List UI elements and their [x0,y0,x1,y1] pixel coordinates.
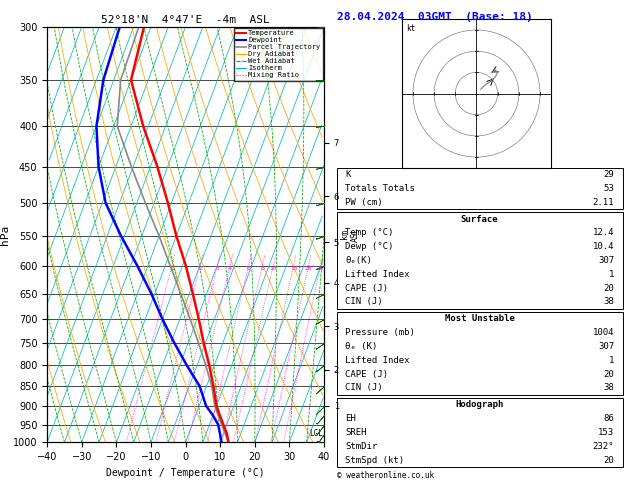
Text: 29: 29 [603,170,614,179]
Title: 52°18'N  4°47'E  -4m  ASL: 52°18'N 4°47'E -4m ASL [101,15,270,25]
Text: 1: 1 [170,266,174,271]
X-axis label: Dewpoint / Temperature (°C): Dewpoint / Temperature (°C) [106,468,265,478]
Bar [337,168,623,209]
Text: 6: 6 [247,266,250,271]
Text: 3: 3 [215,266,219,271]
Legend: Temperature, Dewpoint, Parcel Trajectory, Dry Adiabat, Wet Adiabat, Isotherm, Mi: Temperature, Dewpoint, Parcel Trajectory… [233,28,323,81]
Text: 10: 10 [269,266,277,271]
Bar [337,398,623,467]
Text: CAPE (J): CAPE (J) [345,284,388,293]
Text: © weatheronline.co.uk: © weatheronline.co.uk [337,471,433,480]
Bar [337,212,623,309]
Text: kt: kt [406,24,416,33]
Text: 2: 2 [198,266,202,271]
Text: Most Unstable: Most Unstable [445,314,515,323]
Text: 25: 25 [316,266,324,271]
Text: 2.11: 2.11 [593,198,614,207]
Text: Temp (°C): Temp (°C) [345,228,394,238]
Text: 20: 20 [603,284,614,293]
Text: 86: 86 [603,414,614,423]
Text: Surface: Surface [461,215,498,224]
Text: 20: 20 [603,455,614,465]
Text: EH: EH [345,414,356,423]
Bar [337,312,623,395]
Text: Dewp (°C): Dewp (°C) [345,242,394,251]
Text: 307: 307 [598,342,614,351]
Text: K: K [345,170,350,179]
Text: CIN (J): CIN (J) [345,383,382,393]
Text: 1: 1 [609,270,614,279]
Text: Lifted Index: Lifted Index [345,356,409,365]
Text: 38: 38 [603,383,614,393]
Text: CAPE (J): CAPE (J) [345,370,388,379]
Text: Lifted Index: Lifted Index [345,270,409,279]
Text: Totals Totals: Totals Totals [345,184,415,193]
Text: StmDir: StmDir [345,442,377,451]
Text: 307: 307 [598,256,614,265]
Text: 20: 20 [304,266,312,271]
Text: 153: 153 [598,428,614,437]
Text: LCL: LCL [309,429,323,438]
Text: 1004: 1004 [593,328,614,337]
Text: 1: 1 [609,356,614,365]
Text: StmSpd (kt): StmSpd (kt) [345,455,404,465]
Text: 15: 15 [290,266,298,271]
Text: Hodograph: Hodograph [455,400,504,409]
Text: SREH: SREH [345,428,367,437]
Text: 8: 8 [260,266,264,271]
Text: 4: 4 [228,266,232,271]
Text: θₑ (K): θₑ (K) [345,342,377,351]
Text: 10.4: 10.4 [593,242,614,251]
Text: 232°: 232° [593,442,614,451]
Text: 12.4: 12.4 [593,228,614,238]
Text: 20: 20 [603,370,614,379]
Text: 38: 38 [603,297,614,307]
Text: θₑ(K): θₑ(K) [345,256,372,265]
Y-axis label: hPa: hPa [0,225,10,244]
Text: 28.04.2024  03GMT  (Base: 18): 28.04.2024 03GMT (Base: 18) [337,12,532,22]
Text: CIN (J): CIN (J) [345,297,382,307]
Text: 53: 53 [603,184,614,193]
Text: PW (cm): PW (cm) [345,198,382,207]
Y-axis label: km
ASL: km ASL [340,227,360,242]
Text: Pressure (mb): Pressure (mb) [345,328,415,337]
